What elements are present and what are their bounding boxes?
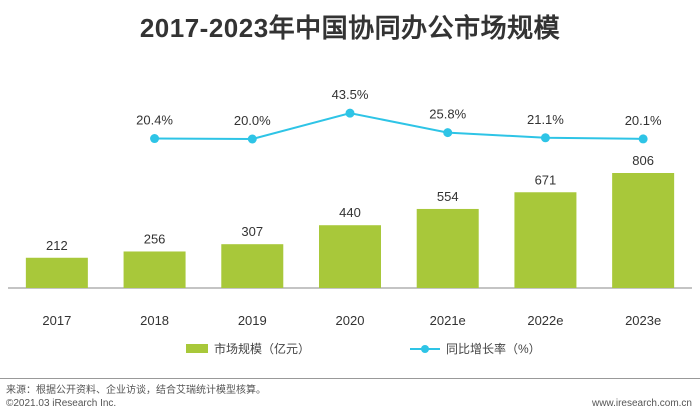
growth-point-2023e xyxy=(638,134,648,144)
x-tick-label-2021e: 2021e xyxy=(430,313,466,328)
bar-2017 xyxy=(25,257,88,288)
growth-point-2020 xyxy=(345,108,355,118)
x-tick-label-2019: 2019 xyxy=(238,313,267,328)
legend: 市场规模（亿元） 同比增长率（%） xyxy=(0,340,700,360)
source-note: 来源：根据公开资料、企业访谈，结合艾瑞统计模型核算。 xyxy=(6,385,266,396)
growth-point-2021e xyxy=(443,128,453,138)
growth-rate-line xyxy=(154,112,644,141)
growth-point-2022e xyxy=(540,133,550,143)
legend-item-market-size: 市场规模（亿元） xyxy=(186,340,310,357)
bar-2023e xyxy=(612,173,675,288)
footer-divider xyxy=(0,378,700,379)
bar-2021e xyxy=(416,208,479,288)
growth-label-2023e: 20.1% xyxy=(625,113,662,128)
bar-value-label-2018: 256 xyxy=(144,231,166,246)
bar-2022e xyxy=(514,192,577,288)
legend-line-swatch xyxy=(410,343,440,355)
growth-point-2019 xyxy=(247,134,257,144)
bar-value-label-2021e: 554 xyxy=(437,189,459,204)
x-tick-label-2020: 2020 xyxy=(336,313,365,328)
growth-label-2020: 43.5% xyxy=(332,87,369,102)
bar-value-label-2023e: 806 xyxy=(632,153,654,168)
copyright: ©2021.03 iResearch Inc. xyxy=(6,398,117,409)
bar-value-label-2022e: 671 xyxy=(535,172,557,187)
growth-label-2018: 20.4% xyxy=(136,113,173,128)
growth-label-2019: 20.0% xyxy=(234,113,271,128)
bar-value-label-2019: 307 xyxy=(241,224,263,239)
legend-label-market-size: 市场规模（亿元） xyxy=(214,342,311,356)
bar-value-label-2017: 212 xyxy=(46,238,68,253)
legend-item-growth-rate: 同比增长率（%） xyxy=(410,340,541,357)
x-tick-label-2017: 2017 xyxy=(42,313,71,328)
x-tick-label-2023e: 2023e xyxy=(625,313,661,328)
growth-label-2022e: 21.1% xyxy=(527,112,564,127)
growth-point-2018 xyxy=(150,134,160,144)
chart-canvas: 212 2017 256 2018 307 2019 440 2020 554 2021e 671 2… xyxy=(8,87,692,328)
x-tick-label-2018: 2018 xyxy=(140,313,169,328)
website-link[interactable]: www.iresearch.com.cn xyxy=(591,398,692,409)
growth-label-2021e: 25.8% xyxy=(429,107,466,122)
legend-label-growth-rate: 同比增长率（%） xyxy=(446,342,541,356)
chart-title: 2017-2023年中国协同办公市场规模 xyxy=(139,13,561,43)
bar-value-label-2020: 440 xyxy=(339,205,361,220)
legend-bar-swatch xyxy=(186,344,208,353)
bar-2018 xyxy=(123,251,186,288)
x-tick-label-2022e: 2022e xyxy=(527,313,563,328)
bar-2019 xyxy=(221,244,284,288)
bar-2020 xyxy=(319,225,381,288)
